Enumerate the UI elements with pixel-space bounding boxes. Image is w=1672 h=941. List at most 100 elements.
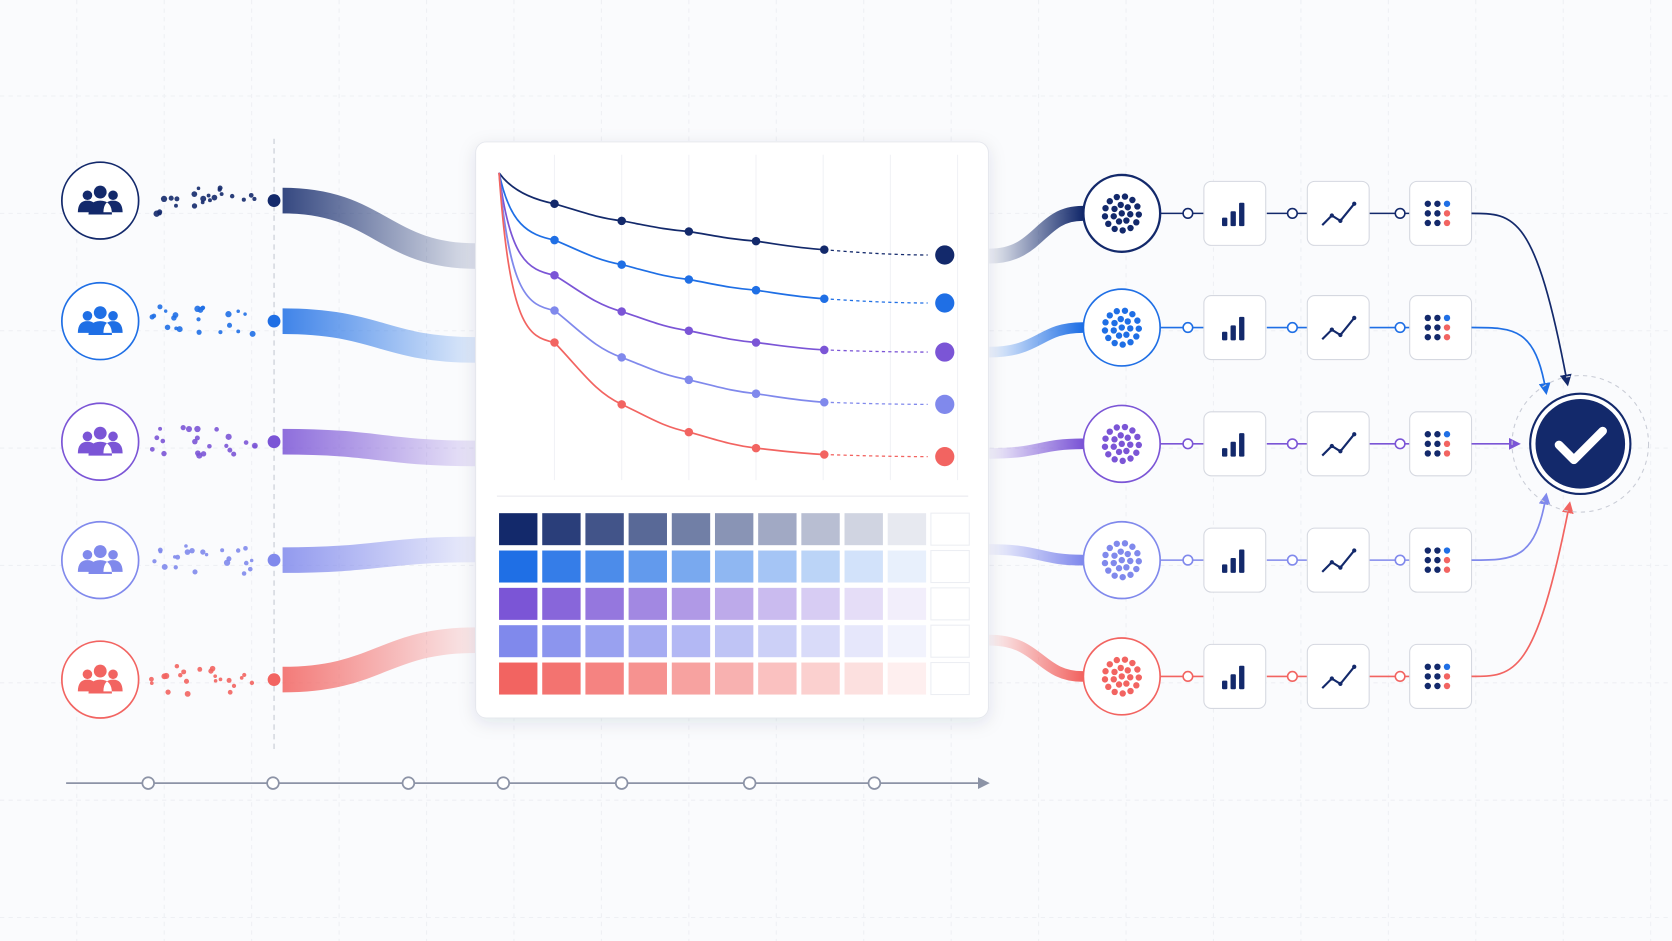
particle <box>149 314 155 320</box>
curve-point <box>751 443 761 453</box>
heat-cell <box>714 587 754 620</box>
grid-icon-dot <box>1434 210 1441 217</box>
person-head <box>82 669 93 680</box>
particle <box>236 329 241 334</box>
curve-point <box>550 306 559 315</box>
cluster-dot <box>1127 338 1134 346</box>
cluster-dot <box>1115 565 1123 572</box>
particle <box>226 677 232 683</box>
cluster-dot <box>1106 312 1113 319</box>
connector-node <box>1394 321 1406 334</box>
bar-icon <box>1222 680 1228 690</box>
heat-cell <box>844 550 883 583</box>
node-dot <box>267 314 281 328</box>
cluster-dot <box>1134 666 1141 673</box>
person-head <box>82 310 93 321</box>
heat-cell <box>542 550 581 583</box>
grid-icon-dot <box>1443 431 1451 438</box>
bar-icon <box>1239 316 1245 341</box>
cluster-dot <box>1127 211 1134 218</box>
heat-cell <box>930 624 970 658</box>
node-dot <box>267 673 281 687</box>
cluster-dot <box>1102 435 1109 442</box>
particle <box>247 566 253 572</box>
particle <box>252 196 257 202</box>
connector-node <box>1182 438 1194 450</box>
arrow <box>1471 501 1574 678</box>
particle <box>158 426 163 431</box>
particle <box>211 194 218 201</box>
cluster-dot <box>1119 573 1126 581</box>
heat-cell <box>844 625 883 658</box>
particle <box>214 427 219 432</box>
particle <box>184 549 191 555</box>
grid-icon-dot <box>1434 314 1441 322</box>
grid-icon-dot <box>1424 556 1432 564</box>
connector-node <box>1286 438 1298 450</box>
heat-cell <box>542 625 581 658</box>
ribbon <box>282 187 476 269</box>
curve-point <box>751 236 761 246</box>
cluster-dot <box>1105 451 1112 458</box>
particle <box>206 193 211 198</box>
cluster-dot <box>1110 443 1117 450</box>
heat-cell <box>585 625 624 658</box>
heat-cell <box>671 662 711 695</box>
cluster-dot <box>1129 659 1136 667</box>
heat-cell <box>628 587 667 620</box>
arrow <box>1471 212 1572 387</box>
grid-icon-dot <box>1434 440 1441 448</box>
heat-cell <box>542 662 581 695</box>
cluster-dot <box>1133 219 1140 226</box>
line-icon-dot <box>1352 664 1357 669</box>
heat-cell <box>801 550 840 583</box>
cluster-dot <box>1133 333 1140 340</box>
particle <box>189 547 195 554</box>
cluster-dot <box>1113 424 1121 431</box>
particle <box>158 549 163 554</box>
curve-point <box>820 294 829 303</box>
grid-icon-dot <box>1424 431 1432 438</box>
particle <box>161 563 168 570</box>
connector-node <box>1182 321 1194 334</box>
person-head <box>108 549 118 560</box>
line-icon-dot <box>1338 332 1343 338</box>
particle <box>163 672 170 680</box>
cluster-dot <box>1111 572 1118 579</box>
cluster-dot <box>1123 447 1130 455</box>
curve-end <box>935 293 955 313</box>
cluster-dot <box>1134 203 1141 210</box>
particle <box>225 311 232 318</box>
particle <box>196 317 201 322</box>
particle <box>218 330 223 335</box>
particle <box>227 689 233 695</box>
line-icon-dot <box>1352 432 1357 437</box>
connector-node <box>1394 554 1406 566</box>
bar-icon <box>1230 674 1236 690</box>
particle <box>197 666 203 672</box>
cluster-dot <box>1118 673 1125 680</box>
curve-point <box>617 400 626 409</box>
person-head <box>108 310 118 321</box>
grid-icon-dot <box>1424 314 1432 322</box>
particle <box>174 196 180 202</box>
connector-node <box>1286 207 1298 219</box>
particle <box>165 689 171 695</box>
particle <box>239 676 244 680</box>
person-head <box>108 431 118 442</box>
curve-point <box>751 285 761 295</box>
particle <box>231 451 237 457</box>
bar-icon <box>1239 433 1245 457</box>
person-head <box>108 190 118 201</box>
particle <box>243 440 249 445</box>
particle <box>241 571 247 576</box>
curve-point <box>617 307 626 316</box>
particle <box>252 444 257 449</box>
particle <box>249 680 255 686</box>
curve-end <box>935 447 955 467</box>
particle <box>229 193 235 199</box>
grid-icon-dot <box>1443 450 1451 457</box>
cluster-dot <box>1121 656 1129 663</box>
tool-box <box>1306 180 1370 246</box>
grid-icon-dot <box>1434 673 1441 680</box>
